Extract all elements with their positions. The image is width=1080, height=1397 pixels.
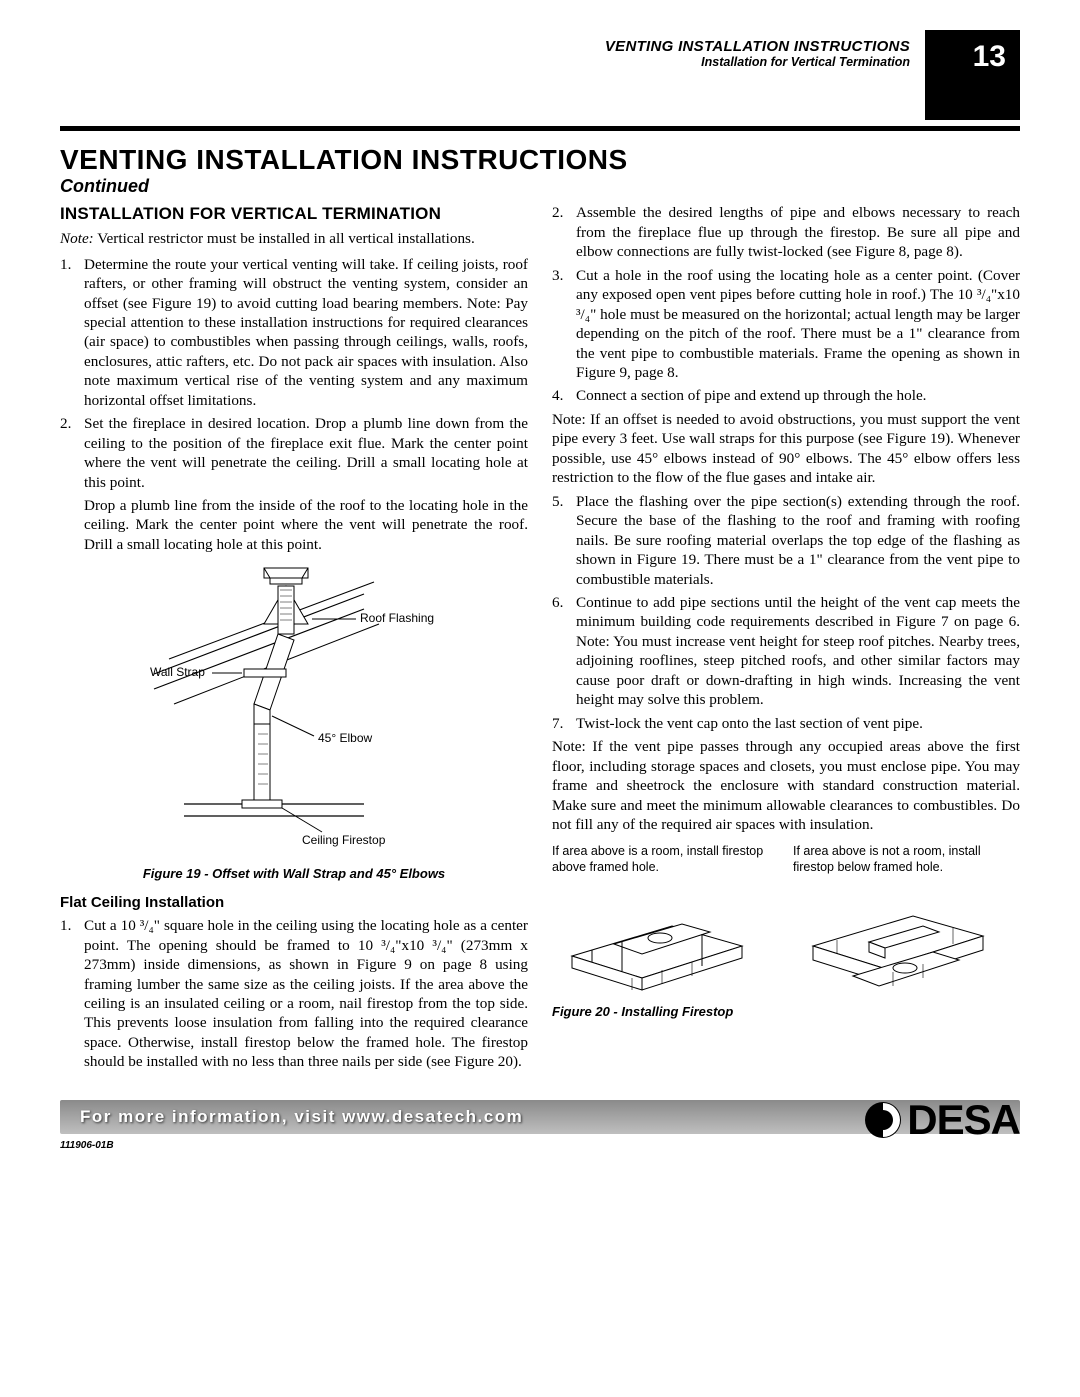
footer-info-text: For more information, visit www.desatech… [80, 1107, 523, 1127]
left-step-2: 2.Set the fireplace in desired location.… [60, 414, 528, 492]
logo-icon [863, 1100, 903, 1140]
desa-logo: DESA [863, 1096, 1020, 1144]
right-steps-list: 2.Assemble the desired lengths of pipe a… [552, 203, 1020, 406]
fig20-right-label: If area above is not a room, install fir… [793, 844, 1020, 875]
header-rule [60, 126, 1020, 131]
page-number-box: 13 [925, 30, 1020, 120]
logo-text: DESA [907, 1096, 1020, 1144]
main-title: VENTING INSTALLATION INSTRUCTIONS [60, 145, 1020, 174]
left-step-1: 1.Determine the route your vertical vent… [60, 255, 528, 411]
page: VENTING INSTALLATION INSTRUCTIONS Instal… [0, 0, 1080, 1180]
flat-ceiling-heading: Flat Ceiling Installation [60, 893, 528, 912]
label-wall-strap: Wall Strap [150, 665, 205, 679]
page-number: 13 [973, 40, 1006, 74]
fig20-right-image [793, 886, 1020, 1001]
figure-20-row: If area above is a room, install firesto… [552, 844, 1020, 875]
firestop-below-diagram [793, 886, 1003, 996]
figure-19-caption: Figure 19 - Offset with Wall Strap and 4… [60, 866, 528, 883]
right-step-4-note: Note: If an offset is needed to avoid ob… [552, 410, 1020, 488]
right-step-3: 3.Cut a hole in the roof using the locat… [552, 266, 1020, 383]
header-subsection: Installation for Vertical Termination [605, 55, 910, 69]
two-column-body: INSTALLATION FOR VERTICAL TERMINATION No… [60, 203, 1020, 1075]
left-step-2-continued: Drop a plumb line from the inside of the… [84, 496, 528, 554]
right-steps-list-2: 5.Place the flashing over the pipe secti… [552, 492, 1020, 733]
left-steps-list: 1.Determine the route your vertical vent… [60, 255, 528, 492]
flat-step-1: 1.Cut a 10 ³/₄" square hole in the ceili… [60, 916, 528, 1072]
label-ceiling-firestop: Ceiling Firestop [302, 833, 386, 847]
figure-20-images [552, 886, 1020, 1001]
vertical-restrictor-note: Note: Vertical restrictor must be instal… [60, 229, 528, 248]
label-45-elbow: 45° Elbow [318, 731, 372, 745]
flat-ceiling-steps: 1.Cut a 10 ³/₄" square hole in the ceili… [60, 916, 528, 1072]
header-section-title: VENTING INSTALLATION INSTRUCTIONS [605, 38, 910, 55]
right-step-2: 2.Assemble the desired lengths of pipe a… [552, 203, 1020, 261]
enclosure-note: Note: If the vent pipe passes through an… [552, 737, 1020, 834]
header-text-block: VENTING INSTALLATION INSTRUCTIONS Instal… [605, 38, 910, 69]
continued-label: Continued [60, 176, 1020, 197]
firestop-above-diagram [552, 886, 762, 996]
left-column: INSTALLATION FOR VERTICAL TERMINATION No… [60, 203, 528, 1075]
right-column: 2.Assemble the desired lengths of pipe a… [552, 203, 1020, 1075]
figure-20-caption: Figure 20 - Installing Firestop [552, 1004, 1020, 1021]
vertical-termination-heading: INSTALLATION FOR VERTICAL TERMINATION [60, 203, 528, 225]
figure-19: Roof Flashing Wall Strap 45° Elbow Ceili… [60, 564, 528, 883]
right-step-7: 7.Twist-lock the vent cap onto the last … [552, 714, 1020, 733]
fig20-left-label: If area above is a room, install firesto… [552, 844, 779, 875]
right-step-5: 5.Place the flashing over the pipe secti… [552, 492, 1020, 589]
label-roof-flashing: Roof Flashing [360, 611, 434, 625]
page-footer: For more information, visit www.desatech… [60, 1100, 1020, 1160]
page-header: VENTING INSTALLATION INSTRUCTIONS Instal… [60, 30, 1020, 120]
figure-19-diagram: Roof Flashing Wall Strap 45° Elbow Ceili… [114, 564, 474, 864]
right-step-4: 4.Connect a section of pipe and extend u… [552, 386, 1020, 405]
right-step-6: 6.Continue to add pipe sections until th… [552, 593, 1020, 710]
fig20-left-image [552, 886, 779, 1001]
